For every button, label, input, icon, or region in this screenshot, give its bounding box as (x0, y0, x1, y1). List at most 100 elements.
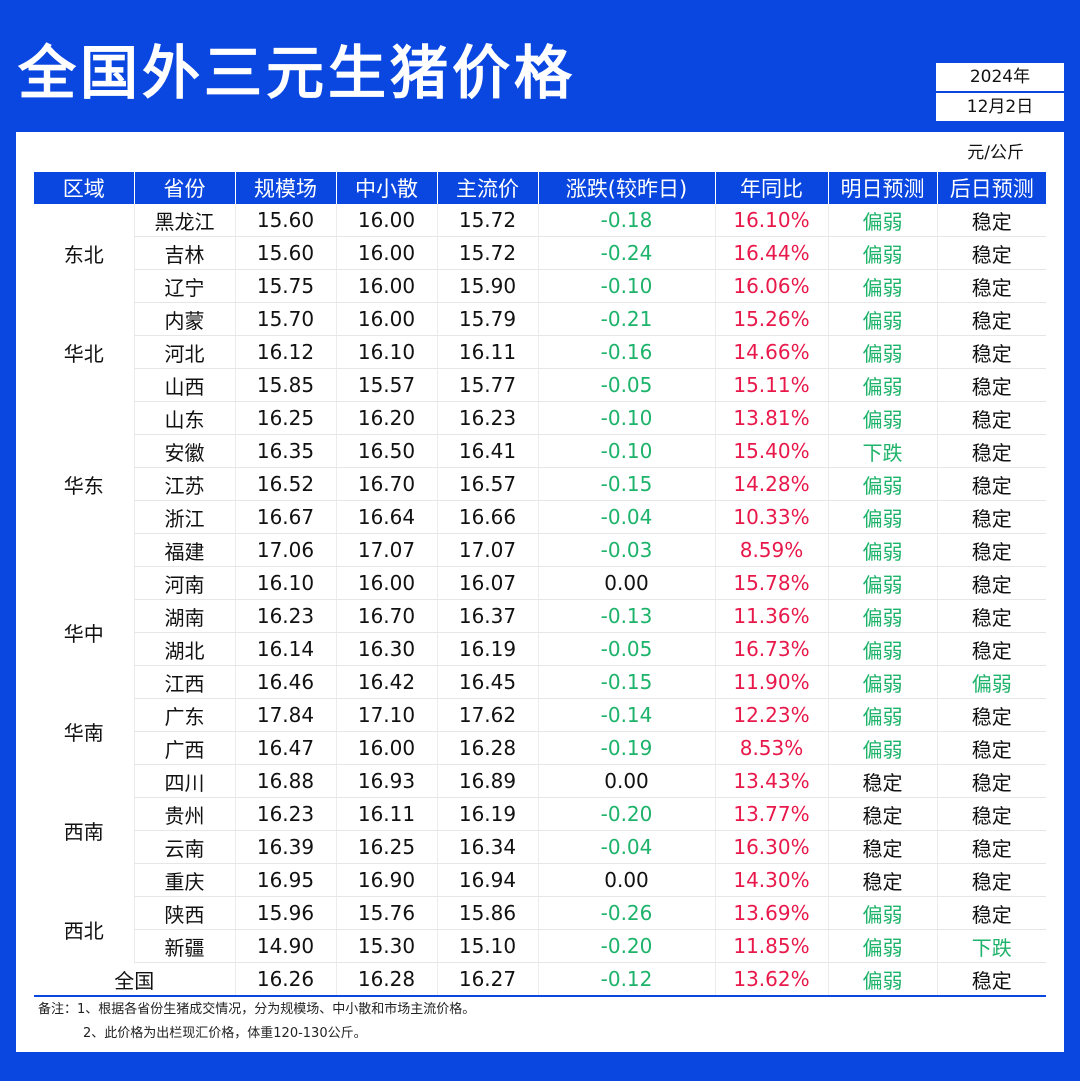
table-row: 吉林 15.60 16.00 15.72 -0.24 16.44% 偏弱 稳定 (34, 236, 1046, 270)
date-box: 2024年 12月2日 (935, 62, 1065, 122)
table-row: 东北 黑龙江 15.60 16.00 15.72 -0.18 16.10% 偏弱 稳定 (34, 204, 1046, 267)
cell-large-farm-price: 16.23 (234, 599, 336, 633)
cell-change: -0.14 (537, 698, 715, 732)
cell-large-farm-price: 16.95 (234, 863, 336, 897)
cell-small-farm-price: 16.00 (335, 566, 437, 600)
cell-province: 云南 (133, 830, 235, 864)
notes: 备注：1、根据各省份生猪成交情况，分为规模场、中小散和市场主流价格。 2、此价格… (38, 998, 475, 1046)
cell-main-price: 15.86 (436, 896, 538, 930)
cell-forecast-tomorrow: 偏弱 (827, 665, 937, 699)
table-row: 云南 16.39 16.25 16.34 -0.04 16.30% 稳定 稳定 (34, 830, 1046, 864)
cell-small-farm-price: 16.42 (335, 665, 437, 699)
cell-region: 华东 (63, 473, 104, 498)
table-panel: 元/公斤 区域 省份 规模场 中小散 主流价 涨跌(较昨日) 年同比 明日预测 … (16, 132, 1064, 1052)
cell-forecast-day-after: 稳定 (936, 962, 1046, 997)
header-main-price: 主流价 (437, 172, 539, 204)
cell-yoy: 11.85% (714, 929, 828, 963)
cell-province: 江西 (133, 665, 235, 699)
price-table: 区域 省份 规模场 中小散 主流价 涨跌(较昨日) 年同比 明日预测 后日预测 … (34, 172, 1046, 997)
header-region: 区域 (34, 172, 135, 204)
cell-change: -0.10 (537, 434, 715, 468)
cell-large-farm-price: 14.90 (234, 929, 336, 963)
cell-main-price: 15.79 (436, 302, 538, 336)
cell-forecast-tomorrow: 偏弱 (827, 566, 937, 600)
table-body: 东北 黑龙江 15.60 16.00 15.72 -0.18 16.10% 偏弱 稳定 吉林 15.… (34, 204, 1046, 997)
header-small-farm: 中小散 (336, 172, 438, 204)
cell-main-price: 16.94 (436, 863, 538, 897)
cell-main-price: 16.19 (436, 797, 538, 831)
cell-forecast-tomorrow: 偏弱 (827, 500, 937, 534)
cell-province: 新疆 (133, 929, 235, 963)
cell-large-farm-price: 16.10 (234, 566, 336, 600)
cell-region: 东北 (63, 242, 104, 267)
cell-province: 贵州 (133, 797, 235, 831)
table-header-row: 区域 省份 规模场 中小散 主流价 涨跌(较昨日) 年同比 明日预测 后日预测 (34, 172, 1046, 204)
cell-large-farm-price: 15.60 (234, 204, 336, 237)
cell-forecast-tomorrow: 偏弱 (827, 302, 937, 336)
cell-province: 湖南 (133, 599, 235, 633)
cell-change: -0.18 (537, 204, 715, 237)
cell-province: 江苏 (133, 467, 235, 501)
cell-total-label: 全国 (34, 962, 235, 997)
cell-forecast-tomorrow: 偏弱 (827, 269, 937, 303)
cell-yoy: 15.78% (714, 566, 828, 600)
cell-large-farm-price: 16.52 (234, 467, 336, 501)
cell-change: -0.04 (537, 830, 715, 864)
cell-large-farm-price: 16.35 (234, 434, 336, 468)
cell-change: -0.04 (537, 500, 715, 534)
table-row: 华中 河南 16.10 16.00 16.07 0.00 15.78% 偏弱 稳定 (34, 566, 1046, 646)
cell-yoy: 13.69% (714, 896, 828, 930)
cell-region: 华北 (63, 341, 104, 366)
cell-change: -0.15 (537, 665, 715, 699)
cell-province: 安徽 (133, 434, 235, 468)
cell-change: 0.00 (537, 566, 715, 600)
cell-forecast-tomorrow: 偏弱 (827, 533, 937, 567)
cell-yoy: 13.77% (714, 797, 828, 831)
cell-forecast-day-after: 稳定 (936, 698, 1046, 732)
cell-region: 西南 (63, 820, 104, 844)
cell-large-farm-price: 17.84 (234, 698, 336, 732)
cell-main-price: 16.23 (436, 401, 538, 435)
cell-province: 湖北 (133, 632, 235, 666)
cell-change: -0.20 (537, 797, 715, 831)
cell-forecast-day-after: 下跌 (936, 929, 1046, 963)
cell-province: 福建 (133, 533, 235, 567)
cell-main-price: 16.89 (436, 764, 538, 798)
cell-forecast-day-after: 稳定 (936, 434, 1046, 468)
cell-change: -0.03 (537, 533, 715, 567)
cell-main-price: 15.72 (436, 204, 538, 237)
cell-yoy: 8.53% (714, 731, 828, 765)
unit-label: 元/公斤 (967, 143, 1024, 163)
cell-province: 黑龙江 (133, 204, 235, 237)
header-forecast-day-after: 后日预测 (937, 172, 1046, 204)
cell-forecast-day-after: 稳定 (936, 632, 1046, 666)
cell-forecast-day-after: 稳定 (936, 731, 1046, 765)
cell-forecast-day-after: 稳定 (936, 269, 1046, 303)
header-large-farm: 规模场 (235, 172, 337, 204)
cell-forecast-day-after: 稳定 (936, 599, 1046, 633)
cell-province: 河南 (133, 566, 235, 600)
cell-small-farm-price: 16.20 (335, 401, 437, 435)
cell-main-price: 15.10 (436, 929, 538, 963)
cell-large-farm-price: 16.12 (234, 335, 336, 369)
cell-forecast-day-after: 稳定 (936, 335, 1046, 369)
cell-province: 重庆 (133, 863, 235, 897)
cell-main-price: 15.77 (436, 368, 538, 402)
header-forecast-tomorrow: 明日预测 (828, 172, 938, 204)
cell-change: -0.16 (537, 335, 715, 369)
table-row: 江西 16.46 16.42 16.45 -0.15 11.90% 偏弱 偏弱 (34, 665, 1046, 699)
cell-forecast-day-after: 稳定 (936, 566, 1046, 600)
cell-yoy: 14.30% (714, 863, 828, 897)
cell-yoy: 15.11% (714, 368, 828, 402)
header-province: 省份 (134, 172, 236, 204)
cell-forecast-tomorrow: 稳定 (827, 797, 937, 831)
note-1: 备注：1、根据各省份生猪成交情况，分为规模场、中小散和市场主流价格。 (38, 1002, 476, 1017)
cell-change: -0.13 (537, 599, 715, 633)
cell-forecast-day-after: 稳定 (936, 764, 1046, 798)
cell-forecast-day-after: 偏弱 (936, 665, 1046, 699)
cell-province: 吉林 (133, 236, 235, 270)
cell-yoy: 10.33% (714, 500, 828, 534)
cell-yoy: 12.23% (714, 698, 828, 732)
cell-main-price: 16.41 (436, 434, 538, 468)
cell-change: 0.00 (537, 863, 715, 897)
